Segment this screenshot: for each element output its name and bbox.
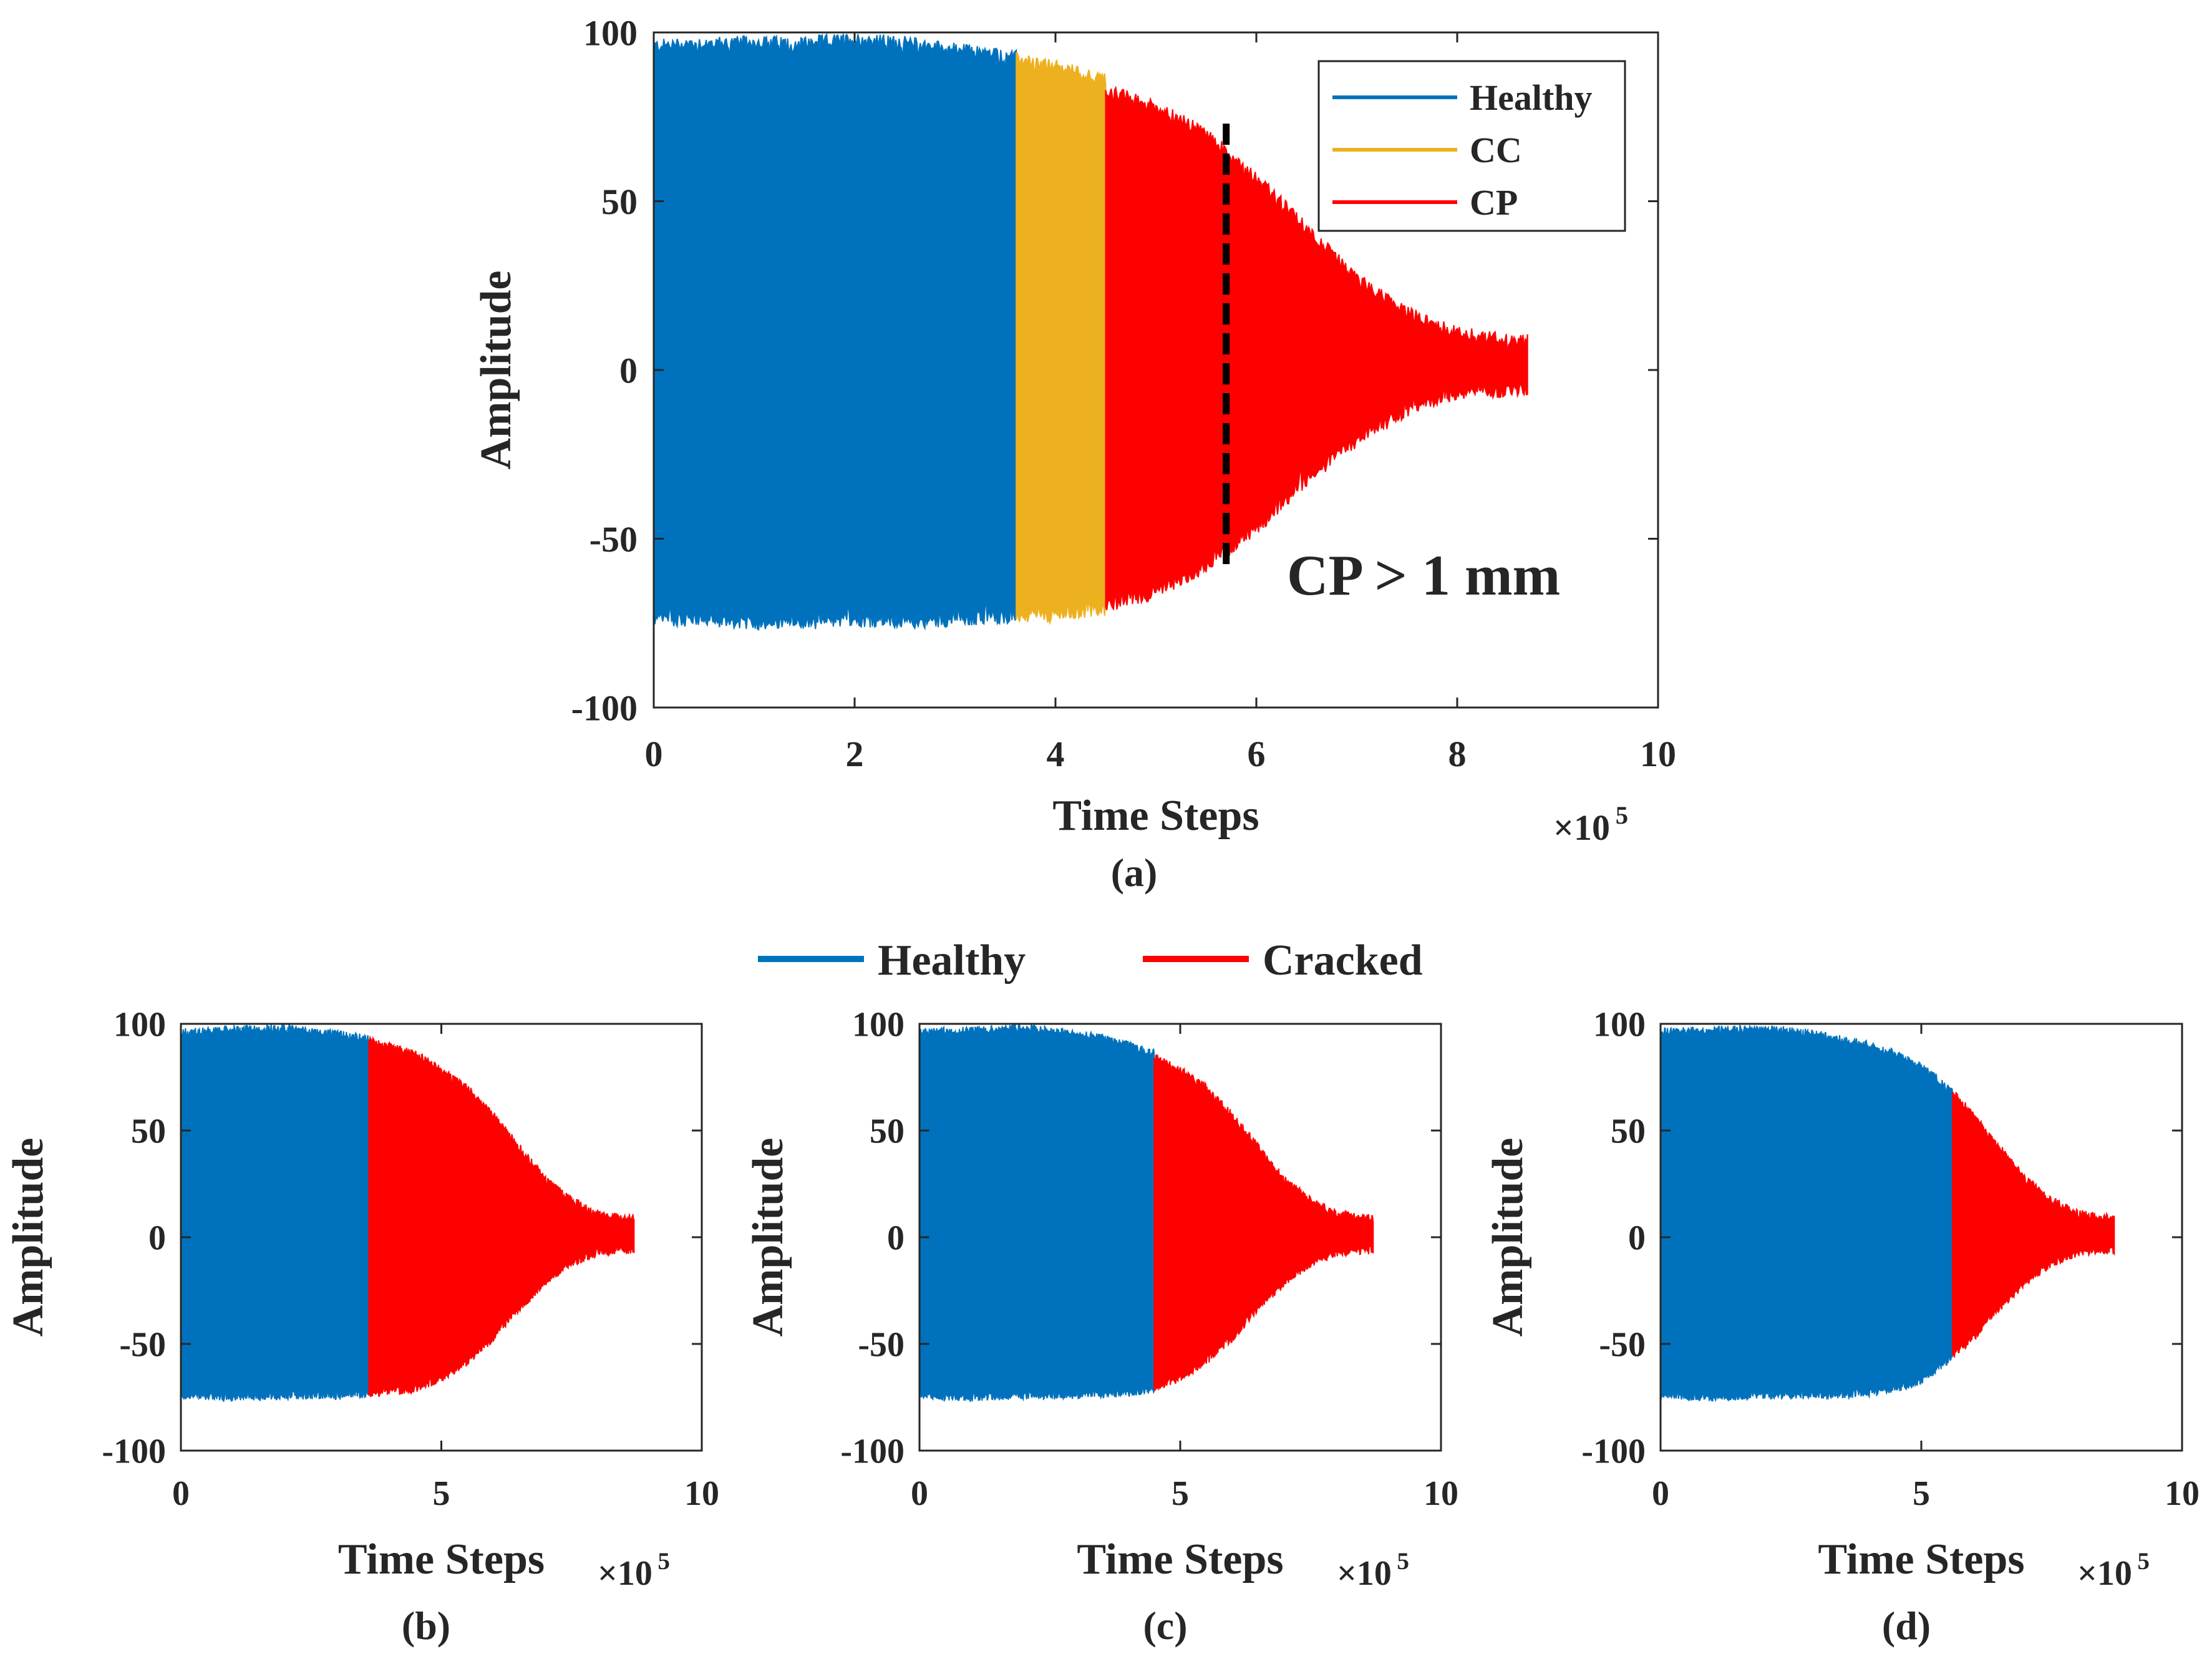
panel-c-x-tick-label: 0	[911, 1474, 928, 1513]
panel-d-y-tick-label: 0	[1628, 1219, 1646, 1258]
panel-c-x-multiplier: ×10	[1337, 1554, 1392, 1593]
panel-d-y-tick-label: -100	[1581, 1433, 1646, 1471]
panel-a-y-axis-label: Amplitude	[472, 271, 520, 470]
shared-legend-cracked-label: Cracked	[1263, 936, 1423, 985]
panel-b-y-tick-label: 100	[114, 1006, 166, 1044]
panel-a-legend-label-healthy: Healthy	[1470, 77, 1593, 118]
panel-a-caption: (a)	[1111, 850, 1158, 895]
panel-c-y-tick-label: 100	[852, 1006, 905, 1044]
panel-a-series-cp	[1105, 85, 1528, 611]
panel-c-caption: (c)	[1143, 1603, 1187, 1648]
panel-b-caption: (b)	[402, 1603, 450, 1648]
panel-a-x-multiplier-exponent: 5	[1616, 801, 1628, 829]
panel-d-x-axis-label: Time Steps	[1818, 1535, 2024, 1583]
panel-b-x-tick-label: 5	[433, 1474, 450, 1513]
panel-a-series-healthy	[653, 33, 1017, 631]
panel-a-annotation: CP > 1 mm	[1287, 543, 1560, 607]
panel-b-y-tick-label: 50	[131, 1112, 166, 1151]
panel-b-y-tick-label: -50	[119, 1326, 166, 1365]
panel-c-y-tick-label: -50	[858, 1326, 905, 1365]
panel-a-x-tick-label: 10	[1640, 734, 1676, 774]
panel-b-x-tick-label: 0	[172, 1474, 190, 1513]
panel-d-y-tick-label: -50	[1599, 1326, 1646, 1365]
panel-b-series-healthy	[180, 1024, 370, 1403]
panel-d-y-tick-label: 100	[1593, 1006, 1646, 1044]
panel-a-x-tick-label: 8	[1448, 734, 1467, 774]
panel-d-y-tick-label: 50	[1611, 1112, 1646, 1151]
panel-a-y-tick-label: 50	[601, 182, 638, 222]
panel-b-series-cracked	[368, 1035, 635, 1398]
panel-a-x-tick-label: 6	[1248, 734, 1266, 774]
panel-a-y-tick-label: 100	[583, 12, 638, 53]
panel-a-y-tick-label: -100	[571, 688, 638, 728]
panel-a-x-tick-label: 2	[846, 734, 864, 774]
panel-a-x-tick-label: 0	[645, 734, 663, 774]
panel-d-x-tick-label: 0	[1652, 1474, 1669, 1513]
panel-d-y-axis-label: Amplitude	[1484, 1138, 1532, 1337]
panel-a-legend-label-cp: CP	[1470, 182, 1518, 223]
panel-a-y-tick-label: 0	[619, 350, 638, 391]
panel-c-series-cracked	[1153, 1054, 1374, 1391]
panel-b-x-multiplier: ×10	[598, 1554, 652, 1593]
panel-b-y-axis-label: Amplitude	[4, 1138, 52, 1337]
panel-a-x-multiplier: ×10	[1553, 807, 1610, 848]
panel-c-x-axis-label: Time Steps	[1077, 1535, 1283, 1583]
panel-c-y-tick-label: 50	[870, 1112, 905, 1151]
panel-c-y-axis-label: Amplitude	[744, 1138, 792, 1337]
panel-d-series-healthy	[1660, 1024, 1954, 1403]
shared-legend: Healthy Cracked	[758, 936, 1423, 985]
panel-b-x-axis-label: Time Steps	[338, 1535, 545, 1583]
panel-c-x-tick-label: 5	[1171, 1474, 1189, 1513]
panel-d-x-multiplier: ×10	[2077, 1554, 2132, 1593]
panel-b-y-tick-label: -100	[102, 1433, 166, 1471]
panel-a-chart: 0 2 4 6 8 10 -100 -50 0 50 100 Time Steps Amplitude ×…	[472, 12, 1676, 895]
panel-d-x-multiplier-exponent: 5	[2137, 1548, 2150, 1575]
panel-b-x-multiplier-exponent: 5	[657, 1548, 670, 1575]
panel-d-series-cracked	[1952, 1092, 2115, 1358]
shared-legend-healthy-label: Healthy	[878, 936, 1026, 985]
panel-c-series-healthy	[919, 1023, 1155, 1403]
panel-c-x-multiplier-exponent: 5	[1397, 1548, 1409, 1575]
panel-b-x-tick-label: 10	[684, 1474, 719, 1513]
panel-a-y-tick-label: -50	[589, 519, 638, 560]
panel-d-x-tick-label: 5	[1913, 1474, 1930, 1513]
panel-c-x-tick-label: 10	[1424, 1474, 1458, 1513]
panel-c-y-tick-label: -100	[840, 1433, 905, 1471]
panel-a-x-axis-label: Time Steps	[1052, 792, 1259, 840]
panel-d-x-tick-label: 10	[2165, 1474, 2200, 1513]
panel-d-caption: (d)	[1882, 1603, 1931, 1648]
panel-b-y-tick-label: 0	[148, 1219, 166, 1258]
panel-c-y-tick-label: 0	[887, 1219, 905, 1258]
panel-a-x-tick-label: 4	[1047, 734, 1065, 774]
panel-a-legend-label-cc: CC	[1470, 130, 1522, 170]
panel-a-series-cc	[1016, 52, 1107, 626]
